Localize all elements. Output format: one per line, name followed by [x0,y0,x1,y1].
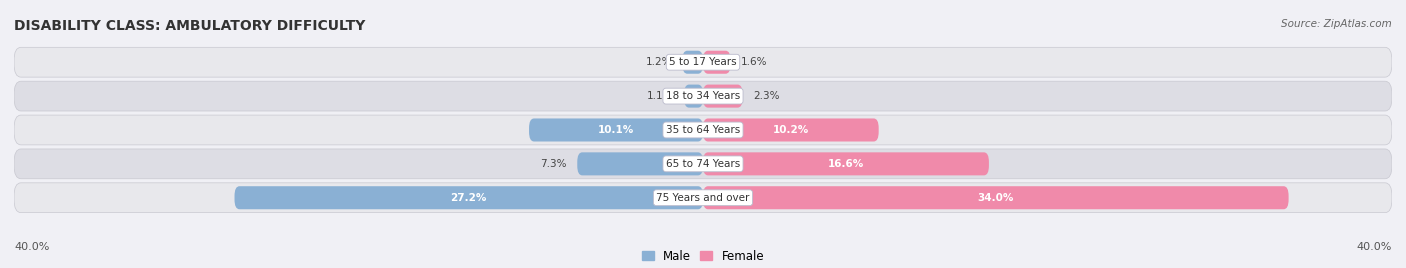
FancyBboxPatch shape [14,81,1392,111]
Text: 40.0%: 40.0% [14,242,49,252]
Text: 1.2%: 1.2% [645,57,672,67]
FancyBboxPatch shape [682,51,703,74]
FancyBboxPatch shape [703,118,879,142]
FancyBboxPatch shape [14,47,1392,77]
Legend: Male, Female: Male, Female [637,245,769,268]
Text: 2.3%: 2.3% [754,91,779,101]
Text: 27.2%: 27.2% [450,193,486,203]
Text: Source: ZipAtlas.com: Source: ZipAtlas.com [1281,19,1392,29]
FancyBboxPatch shape [14,149,1392,179]
Text: 7.3%: 7.3% [540,159,567,169]
Text: 35 to 64 Years: 35 to 64 Years [666,125,740,135]
Text: 5 to 17 Years: 5 to 17 Years [669,57,737,67]
FancyBboxPatch shape [703,85,742,108]
Text: 18 to 34 Years: 18 to 34 Years [666,91,740,101]
Text: 40.0%: 40.0% [1357,242,1392,252]
Text: 1.6%: 1.6% [741,57,768,67]
Text: 65 to 74 Years: 65 to 74 Years [666,159,740,169]
Text: DISABILITY CLASS: AMBULATORY DIFFICULTY: DISABILITY CLASS: AMBULATORY DIFFICULTY [14,19,366,33]
FancyBboxPatch shape [703,51,731,74]
FancyBboxPatch shape [14,115,1392,145]
FancyBboxPatch shape [578,152,703,175]
Text: 10.2%: 10.2% [773,125,808,135]
FancyBboxPatch shape [685,85,703,108]
FancyBboxPatch shape [703,186,1289,209]
FancyBboxPatch shape [703,152,988,175]
Text: 75 Years and over: 75 Years and over [657,193,749,203]
Text: 34.0%: 34.0% [977,193,1014,203]
FancyBboxPatch shape [529,118,703,142]
Text: 10.1%: 10.1% [598,125,634,135]
FancyBboxPatch shape [14,183,1392,213]
FancyBboxPatch shape [235,186,703,209]
Text: 16.6%: 16.6% [828,159,865,169]
Text: 1.1%: 1.1% [647,91,673,101]
